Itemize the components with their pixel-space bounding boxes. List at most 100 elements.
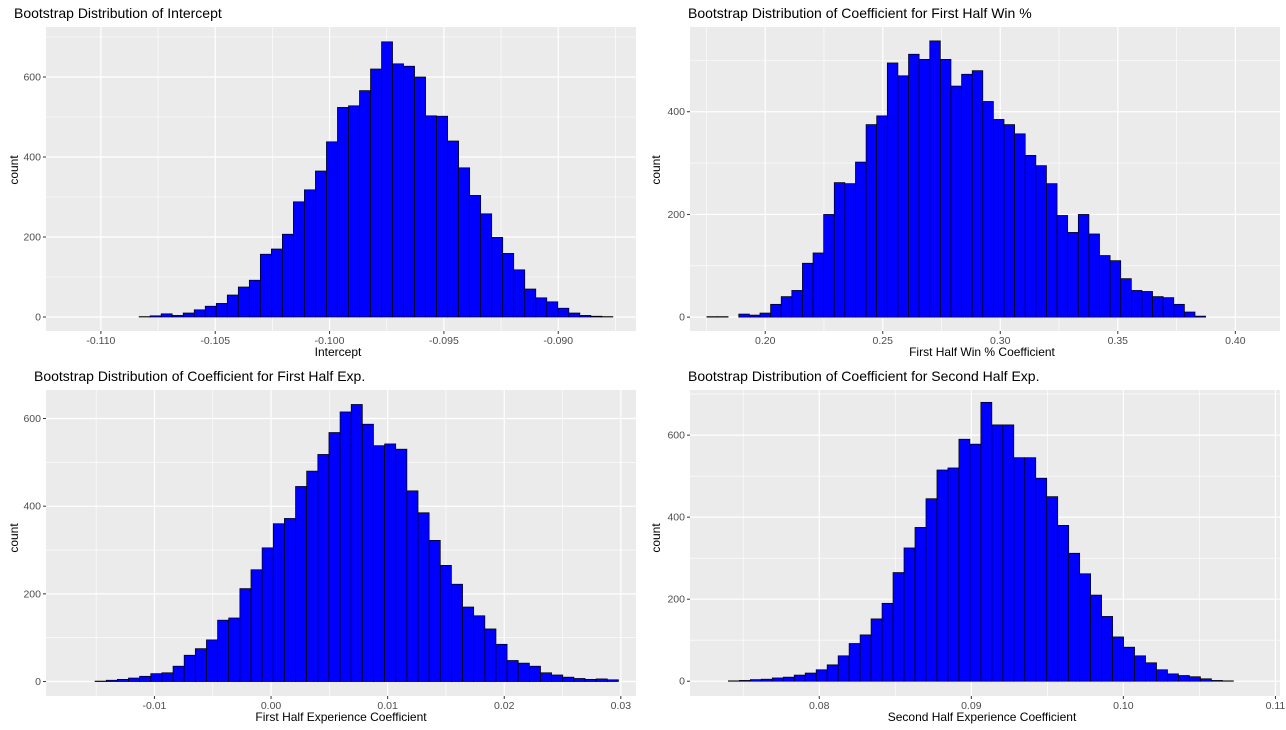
histogram-bar	[359, 91, 370, 317]
histogram-bar	[866, 125, 877, 318]
histogram-bar	[1036, 166, 1047, 317]
histogram-bar	[194, 310, 205, 317]
histogram-bar	[293, 202, 304, 317]
histogram-bar	[607, 680, 618, 682]
histogram-bar	[816, 670, 827, 681]
histogram-bar	[340, 412, 351, 682]
y-axis-title: count	[649, 523, 663, 553]
histogram-bar	[459, 168, 470, 317]
histogram-bar	[849, 644, 860, 682]
histogram-bar	[718, 317, 729, 318]
histogram-bar	[529, 666, 540, 681]
histogram-bar	[871, 619, 882, 681]
histogram-bar	[507, 660, 518, 681]
y-tick-label: 200	[667, 209, 685, 221]
histogram-bar	[150, 316, 161, 317]
histogram-bar	[485, 629, 496, 682]
histogram-bar	[563, 677, 574, 681]
histogram-bar	[959, 439, 970, 681]
histogram-bar	[1124, 647, 1135, 681]
histogram-bar	[909, 54, 920, 317]
histogram-bar	[1047, 497, 1058, 682]
histogram-bar	[415, 77, 426, 317]
histogram-bar	[496, 644, 507, 681]
histogram-bar	[970, 444, 981, 681]
y-tick-label: 600	[667, 430, 685, 442]
histogram-bar	[750, 680, 761, 682]
histogram-bar	[1135, 656, 1146, 681]
histogram-bar	[329, 433, 340, 682]
histogram-bar	[1078, 214, 1089, 317]
histogram-bar	[1131, 290, 1142, 317]
y-tick-label: 0	[679, 676, 685, 688]
histogram-bar	[827, 665, 838, 681]
histogram-bar	[981, 402, 992, 681]
histogram-bar	[772, 678, 783, 681]
histogram-bar	[860, 635, 871, 681]
histogram-bar	[1189, 677, 1200, 682]
x-tick-label: 0.25	[873, 335, 894, 347]
histogram-bar	[1004, 125, 1015, 318]
histogram-bar	[161, 314, 172, 317]
histogram-bar	[1068, 232, 1079, 317]
x-tick-label: 0.03	[611, 700, 632, 712]
histogram-bar	[1102, 616, 1113, 681]
histogram-bar	[898, 76, 909, 317]
histogram-bar	[1080, 574, 1091, 681]
histogram-bar	[337, 107, 348, 317]
histogram-bar	[904, 548, 915, 681]
histogram-bar	[162, 673, 173, 682]
histogram-bar	[385, 444, 396, 682]
histogram-bar	[437, 116, 448, 317]
histogram-bar	[240, 589, 251, 682]
histogram-bar	[1142, 291, 1153, 317]
histogram-bar	[373, 446, 384, 682]
panel-title: Bootstrap Distribution of Intercept	[14, 5, 222, 21]
histogram-bar	[195, 649, 206, 682]
histogram-bar	[440, 565, 451, 681]
histogram-bar	[418, 513, 429, 682]
histogram-bar	[1200, 679, 1211, 681]
histogram-bar	[781, 297, 792, 318]
histogram-bar	[887, 63, 898, 317]
histogram-bar	[1146, 663, 1157, 681]
histogram-bar	[552, 675, 563, 682]
histogram-bar	[574, 678, 585, 681]
histogram-bar	[284, 518, 295, 681]
y-tick-label: 0	[679, 312, 685, 324]
histogram-bar	[393, 64, 404, 317]
histogram-bar	[792, 290, 803, 317]
histogram-bar	[838, 656, 849, 681]
histogram-bar	[404, 66, 415, 317]
histogram-bar	[919, 59, 930, 317]
histogram-bar	[251, 570, 262, 682]
histogram-bar	[1178, 675, 1189, 681]
histogram-bar	[470, 195, 481, 317]
histogram-bar	[371, 69, 382, 317]
histogram-bar	[448, 141, 459, 317]
histogram-bar	[1058, 525, 1069, 681]
histogram-bar	[396, 449, 407, 681]
histogram-bar	[307, 471, 318, 681]
y-tick-label: 0	[35, 676, 41, 688]
histogram-bar	[282, 234, 293, 317]
histogram-bar	[877, 116, 888, 317]
histogram-bar	[151, 674, 162, 682]
y-tick-label: 400	[23, 501, 41, 513]
histogram-bar	[1046, 184, 1057, 318]
histogram-bar	[794, 675, 805, 681]
histogram-bar	[1091, 595, 1102, 681]
histogram-bar	[117, 679, 128, 681]
histogram-bar	[926, 499, 937, 682]
histogram-bar	[106, 680, 117, 681]
histogram-bar	[940, 59, 951, 317]
histogram-bar	[451, 584, 462, 681]
histogram-bar	[749, 315, 760, 317]
histogram-bar	[1211, 680, 1222, 681]
histogram-bar	[558, 308, 569, 317]
y-axis-title: count	[7, 523, 21, 553]
